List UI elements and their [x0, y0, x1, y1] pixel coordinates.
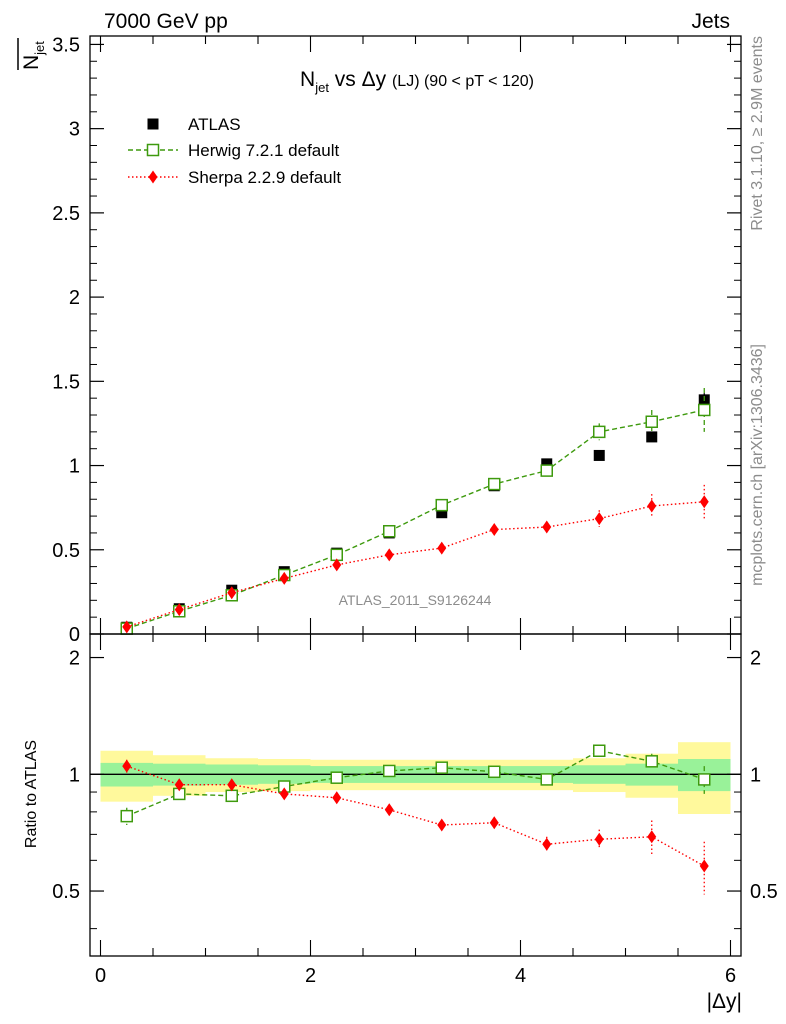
x-tick-label: 0	[95, 965, 106, 987]
main-y-tick-label: 2.5	[52, 203, 80, 225]
ratio-sherpa-point	[227, 778, 237, 792]
main-y-tick-label: 0	[69, 624, 80, 646]
ratio-sherpa-point	[437, 818, 447, 832]
main-sherpa-point	[174, 603, 184, 617]
x-tick-label: 6	[725, 965, 736, 987]
ratio-sherpa-point	[699, 859, 709, 873]
legend-marker-atlas	[147, 118, 159, 130]
main-plot-series	[120, 388, 711, 635]
ratio-herwig-point	[225, 789, 238, 803]
main-sherpa-line	[126, 501, 705, 628]
main-sherpa-point	[122, 620, 132, 634]
main-y-tick-label: 3	[69, 119, 80, 141]
main-sherpa-point	[227, 586, 237, 600]
main-herwig-point	[488, 477, 501, 491]
ratio-herwig-point	[330, 771, 343, 784]
mcplots-reference-text: mcplots.cern.ch [arXiv:1306.3436]	[749, 344, 766, 586]
main-y-tick-label: 0.5	[52, 540, 80, 562]
legend-label-sherpa: Sherpa 2.2.9 default	[188, 168, 341, 187]
ratio-sherpa-point	[594, 832, 604, 846]
main-herwig-point	[645, 415, 658, 429]
main-sherpa-point	[384, 548, 394, 562]
ratio-herwig-point	[645, 755, 658, 768]
ratio-y-axis-label: Ratio to ATLAS	[23, 740, 40, 848]
legend-label-herwig: Herwig 7.2.1 default	[188, 141, 339, 160]
ratio-herwig-point	[540, 773, 553, 786]
main-y-tick-label: 3.5	[52, 34, 80, 56]
rivet-version-text: Rivet 3.1.10, ≥ 2.9M events	[749, 36, 766, 231]
ratio-y-tick-label: 0.5	[52, 881, 80, 903]
main-sherpa-point	[542, 520, 552, 534]
x-tick-label: 2	[305, 965, 316, 987]
ratio-sherpa-point	[279, 787, 289, 801]
main-herwig-point	[540, 464, 553, 477]
ratio-y-tick-label-right: 0.5	[750, 881, 778, 903]
main-sherpa-point	[699, 495, 709, 509]
analysis-type-label: Jets	[691, 10, 730, 33]
main-y-axis-label: Njet	[17, 38, 47, 70]
legend-marker-sherpa	[148, 170, 158, 184]
main-sherpa-point	[279, 571, 289, 585]
main-sherpa-point	[437, 541, 447, 555]
main-herwig-point	[698, 403, 711, 417]
legend: ATLAS Herwig 7.2.1 default Sherpa 2.2.9 de…	[128, 115, 341, 187]
ratio-herwig-point	[698, 773, 711, 786]
main-herwig-point	[383, 524, 396, 538]
main-y-tick-label: 1.5	[52, 371, 80, 393]
ratio-y-tick-label-right: 1	[750, 764, 761, 786]
main-atlas-point	[541, 458, 553, 470]
main-atlas-point	[593, 449, 605, 461]
main-y-tick-label: 2	[69, 287, 80, 309]
main-plot-title: Njet vs Δy (LJ) (90 < pT < 120)	[300, 68, 534, 95]
main-atlas-point	[646, 431, 658, 443]
ratio-sherpa-point	[647, 830, 657, 844]
ratio-herwig-point	[488, 765, 501, 779]
ratio-herwig-point	[383, 764, 396, 778]
ratio-plot-axes: 0.5 0.5 1 1 2 2 0 2 4 6	[52, 634, 778, 987]
ratio-sherpa-point	[384, 803, 394, 817]
ratio-y-tick-label: 1	[69, 764, 80, 786]
x-axis-label: |Δy|	[707, 990, 742, 1013]
ratio-sherpa-point	[332, 791, 342, 805]
energy-label: 7000 GeV pp	[104, 10, 228, 33]
ratio-sherpa-point	[489, 816, 499, 830]
main-sherpa-point	[332, 558, 342, 572]
ratio-sherpa-point	[542, 837, 552, 851]
legend-label-atlas: ATLAS	[188, 115, 241, 134]
x-tick-label: 4	[515, 965, 526, 987]
ratio-herwig-point	[593, 744, 606, 758]
analysis-id-watermark: ATLAS_2011_S9126244	[339, 592, 492, 608]
main-sherpa-point	[489, 523, 499, 537]
ratio-herwig-line	[126, 750, 705, 817]
main-sherpa-point	[647, 499, 657, 513]
main-herwig-point	[593, 425, 606, 439]
ratio-sherpa-line	[126, 765, 705, 867]
ratio-y-tick-label: 2	[69, 648, 80, 670]
main-plot-axes: 0 0.5 1 1.5 2 2.5 3 3.5	[52, 34, 741, 646]
main-atlas-point	[436, 507, 448, 519]
ratio-sherpa-point	[174, 778, 184, 792]
main-herwig-line	[126, 409, 705, 630]
ratio-y-tick-label-right: 2	[750, 648, 761, 670]
svg-text:Njet: Njet	[20, 41, 47, 70]
ratio-uncertainty-bands	[90, 742, 741, 814]
ratio-plot-series	[120, 744, 711, 895]
legend-marker-herwig	[146, 143, 160, 157]
ratio-herwig-point	[120, 809, 133, 823]
main-herwig-point	[435, 498, 448, 512]
ratio-sherpa-point	[122, 759, 132, 773]
ratio-plot-frame	[89, 633, 742, 957]
ratio-herwig-point	[435, 761, 448, 774]
main-y-tick-label: 1	[69, 456, 80, 478]
main-sherpa-point	[594, 512, 604, 526]
